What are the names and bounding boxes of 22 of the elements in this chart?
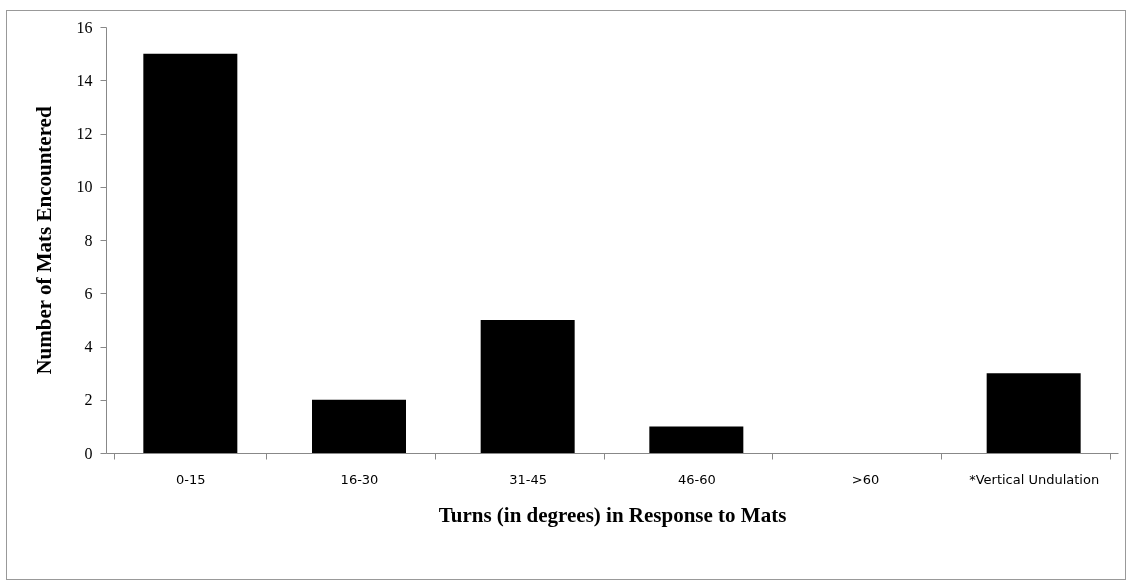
y-tick-label: 8 <box>84 231 93 249</box>
y-tick-label: 14 <box>76 71 93 89</box>
y-tick-label: 0 <box>84 444 93 462</box>
x-tick-label: 16-30 <box>340 471 379 487</box>
x-tick-label: >60 <box>851 471 880 487</box>
y-axis-title: Number of Mats Encountered <box>31 106 56 375</box>
y-tick-label: 12 <box>76 125 93 142</box>
y-tick-label: 4 <box>84 338 93 355</box>
y-tick-label: 2 <box>84 391 93 409</box>
bar <box>143 53 238 453</box>
y-tick-label: 6 <box>84 284 93 302</box>
x-tick-label: 0-15 <box>176 471 206 487</box>
bar <box>312 399 406 453</box>
x-axis-title: Turns (in degrees) in Response to Mats <box>438 502 787 527</box>
bar <box>480 319 575 453</box>
x-tick-label: 31-45 <box>509 471 548 487</box>
x-tick-label: 46-60 <box>677 471 716 487</box>
y-tick-label: 16 <box>76 18 93 36</box>
bar <box>986 373 1081 453</box>
x-tick-label: *Vertical Undulation <box>969 471 1100 487</box>
bar <box>649 426 744 453</box>
y-tick-label: 10 <box>76 178 93 196</box>
